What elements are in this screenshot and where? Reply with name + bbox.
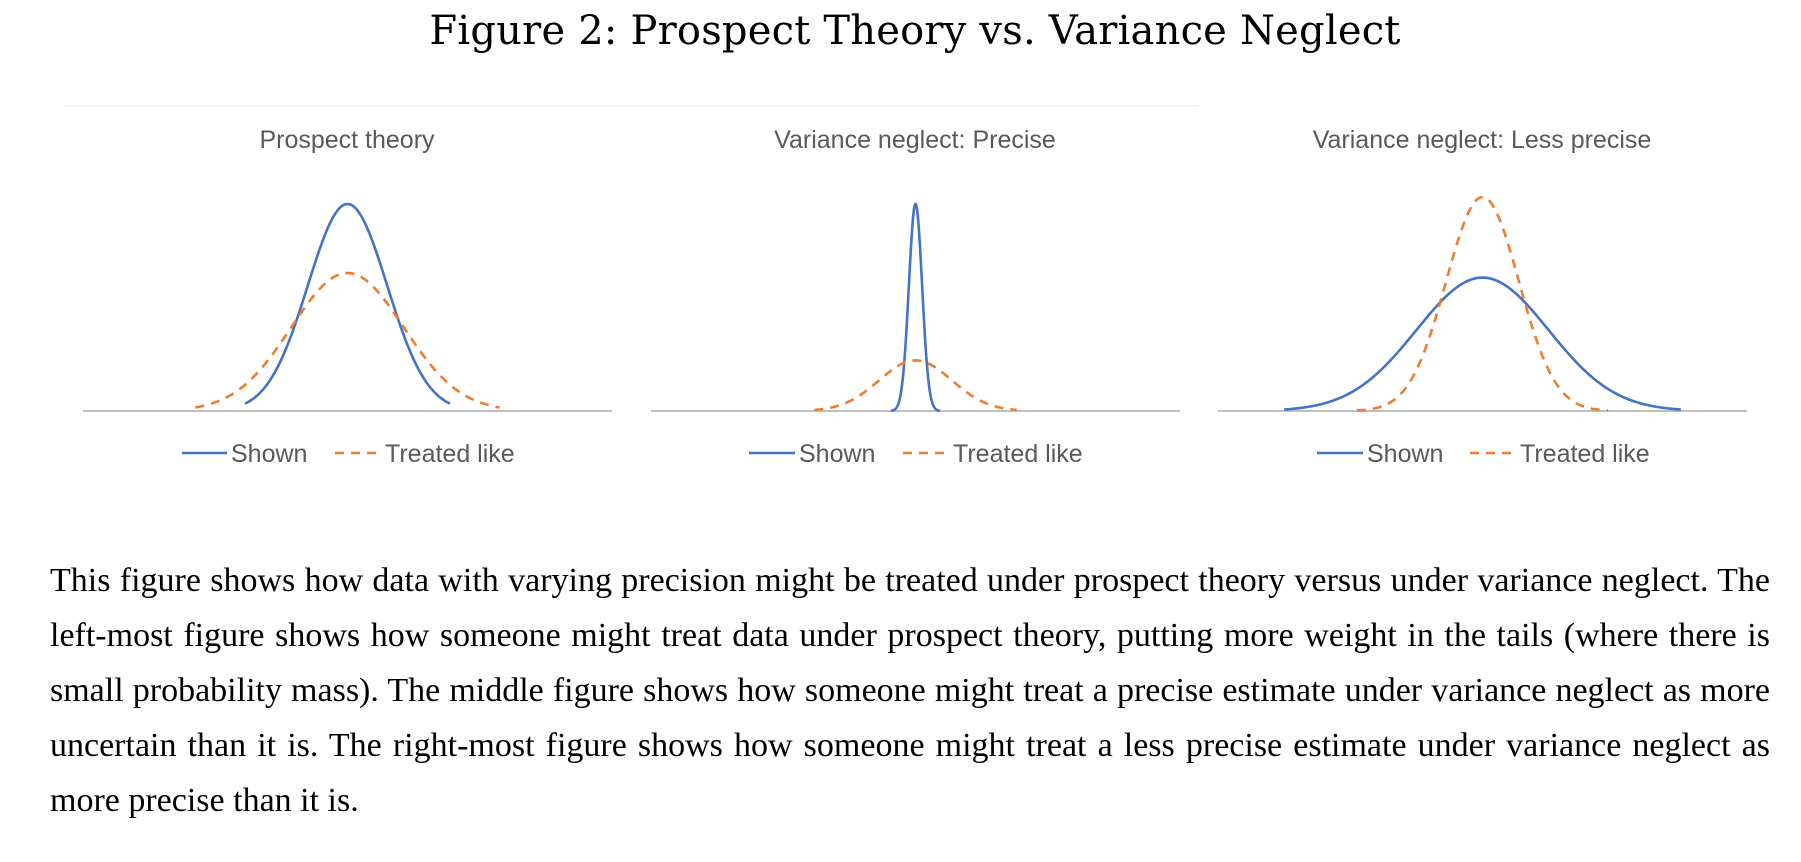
chart-panel-variance-neglect-precise: Variance neglect: Precise Shown Treated …: [651, 126, 1180, 468]
legend-label-shown: Shown: [1367, 440, 1443, 468]
legend-label-shown: Shown: [799, 440, 875, 468]
legend: Shown Treated like: [749, 440, 1083, 468]
series-line-shown: [890, 202, 941, 413]
legend-label-treated-like: Treated like: [953, 440, 1083, 468]
chart-title: Variance neglect: Less precise: [1313, 126, 1652, 154]
chart-panel-variance-neglect-less-precise: Variance neglect: Less precise Shown Tre…: [1218, 126, 1747, 468]
legend-label-shown: Shown: [231, 440, 307, 468]
legend-label-treated-like: Treated like: [385, 440, 515, 468]
chart-title: Variance neglect: Precise: [774, 126, 1056, 154]
series-line-treated-like: [195, 271, 500, 409]
legend: Shown Treated like: [182, 440, 515, 468]
series-line-shown: [244, 202, 451, 405]
legend-label-treated-like: Treated like: [1520, 440, 1650, 468]
figure-caption: This figure shows how data with varying …: [50, 562, 1770, 819]
series-line-treated-like: [1356, 195, 1609, 412]
chart-panel-prospect-theory: Prospect theory Shown Treated like: [83, 126, 612, 468]
chart-title: Prospect theory: [259, 126, 435, 154]
series-line-shown: [1284, 276, 1681, 411]
charts-area: Prospect theory Shown Treated like Varia…: [65, 105, 1747, 468]
figure-title: Figure 2: Prospect Theory vs. Variance N…: [429, 8, 1401, 54]
legend: Shown Treated like: [1317, 440, 1650, 468]
series-line-treated-like: [814, 359, 1017, 412]
